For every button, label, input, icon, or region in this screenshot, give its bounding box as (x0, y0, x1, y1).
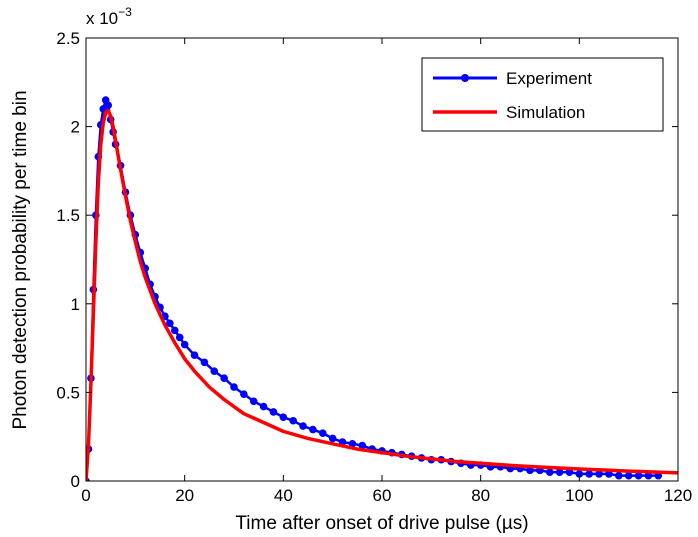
data-point-experiment (634, 471, 643, 480)
data-point-experiment (348, 439, 357, 448)
data-point-experiment (624, 471, 633, 480)
data-point-experiment (526, 466, 534, 475)
y-tick-label: 1 (71, 295, 80, 314)
legend: Experiment Simulation (421, 57, 664, 132)
data-point-experiment (210, 367, 219, 375)
data-point-experiment (615, 471, 623, 480)
y-exponent-multiplier: x 10−3 (86, 5, 132, 28)
y-tick-label: 0 (71, 472, 80, 491)
data-point-experiment (279, 413, 288, 422)
y-tick-label: 0.5 (56, 383, 80, 402)
data-point-experiment (358, 441, 367, 450)
legend-box (421, 57, 664, 132)
legend-entry-experiment: Experiment (433, 69, 592, 88)
data-point-experiment (166, 319, 174, 328)
data-point-experiment (200, 358, 209, 367)
x-tick-label: 60 (373, 486, 392, 505)
data-point-experiment (319, 429, 327, 437)
x-tick-label: 40 (274, 486, 293, 505)
legend-entry-simulation: Simulation (433, 103, 585, 122)
data-point-experiment (595, 470, 603, 478)
x-tick-label: 120 (664, 486, 692, 505)
legend-label-experiment: Experiment (506, 69, 592, 88)
y-tick-label: 2 (71, 118, 80, 137)
data-point-experiment (644, 471, 653, 480)
y-axis-label: Photon detection probability per time bi… (10, 90, 31, 429)
data-point-experiment (171, 326, 179, 335)
data-point-experiment (545, 468, 554, 476)
data-point-experiment (259, 402, 268, 411)
legend-label-simulation: Simulation (506, 103, 585, 122)
data-point-experiment (190, 351, 199, 359)
data-point-experiment (575, 470, 584, 478)
data-point-experiment (269, 408, 278, 416)
x-tick-label: 100 (565, 486, 593, 505)
x-axis-label: Time after onset of drive pulse (µs) (235, 513, 528, 534)
data-point-experiment (585, 470, 593, 478)
data-point-experiment (175, 333, 184, 342)
legend-marker-experiment (461, 74, 469, 82)
data-point-experiment (220, 374, 228, 383)
series-simulation (86, 108, 678, 481)
data-point-experiment (104, 101, 112, 110)
data-point-experiment (328, 434, 337, 443)
series-line-simulation (86, 108, 678, 481)
data-point-experiment (230, 383, 238, 391)
y-tick-label: 1.5 (56, 206, 80, 225)
data-point-experiment (299, 422, 307, 430)
x-tick-label: 0 (81, 486, 90, 505)
data-point-experiment (555, 468, 564, 476)
data-point-experiment (180, 340, 189, 349)
ticks-layer: 0 20 40 60 80 100 120 0 0.5 1 1.5 2 2.5 (56, 29, 692, 505)
series-layer (86, 96, 678, 481)
data-point-experiment (240, 390, 248, 398)
data-point-experiment (289, 416, 298, 425)
y-tick-label: 2.5 (56, 29, 80, 48)
data-point-experiment (309, 425, 317, 434)
data-point-experiment (249, 397, 258, 406)
x-tick-label: 80 (471, 486, 490, 505)
x-tick-label: 20 (175, 486, 194, 505)
